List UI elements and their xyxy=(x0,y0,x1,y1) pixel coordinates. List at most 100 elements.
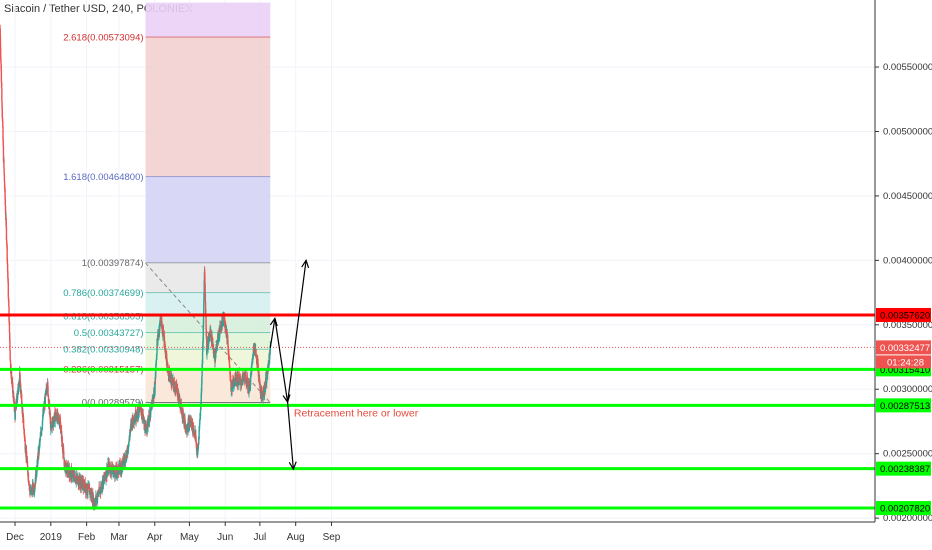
candle-body xyxy=(11,377,13,384)
candle-body xyxy=(0,28,1,38)
candle-body xyxy=(0,69,3,83)
candle-body xyxy=(257,365,259,371)
time-tick-label: Mar xyxy=(110,532,128,543)
candle-body xyxy=(195,443,198,451)
level-price-tag: 0.00207820 xyxy=(880,504,930,515)
candle-body xyxy=(259,384,262,394)
fib-zone xyxy=(145,2,271,38)
candle-body xyxy=(9,350,11,360)
projection-arrow-line xyxy=(269,318,276,349)
candle-body xyxy=(182,410,184,420)
candle-body xyxy=(41,427,43,432)
candle-body xyxy=(200,393,202,405)
candle-body xyxy=(39,436,41,441)
candle-body xyxy=(42,414,44,421)
candle-body xyxy=(1,87,3,102)
candle-body xyxy=(84,482,86,491)
projection-arrow-line xyxy=(287,260,307,403)
candle-body xyxy=(7,271,9,279)
countdown-tag-bg xyxy=(876,355,931,369)
candle-body xyxy=(204,293,207,302)
price-tick-label: 0.00450000 xyxy=(883,191,932,202)
candle-body xyxy=(198,429,200,440)
candle-body xyxy=(199,419,201,425)
time-axis-bg xyxy=(0,522,932,550)
candle-body xyxy=(206,349,208,355)
candle-body xyxy=(238,381,240,386)
candle-body xyxy=(8,321,11,333)
price-tick-label: 0.00200000 xyxy=(883,513,932,524)
candle-body xyxy=(23,433,26,438)
level-price-tag-bg xyxy=(876,501,931,516)
fib-zone xyxy=(145,37,271,177)
candle-body xyxy=(220,324,222,326)
candle-body xyxy=(215,352,217,358)
price-axis-bg xyxy=(875,0,932,550)
time-tick-label: Jun xyxy=(217,532,233,543)
time-tick-label: 2019 xyxy=(40,532,63,543)
candle-body xyxy=(224,323,227,331)
candle-body xyxy=(208,334,210,344)
fib-zone xyxy=(145,349,271,370)
arrow-head xyxy=(288,461,297,471)
time-tick-label: Apr xyxy=(147,532,163,543)
candle-body xyxy=(24,439,26,450)
candle-body xyxy=(44,393,46,405)
candle-body xyxy=(178,393,180,399)
fib-zone xyxy=(145,316,271,333)
candle-body xyxy=(1,101,3,110)
candle-body xyxy=(57,413,59,415)
candle-body xyxy=(3,168,5,174)
candle-body xyxy=(41,420,44,427)
price-tick-label: 0.00250000 xyxy=(883,449,932,460)
candle-body xyxy=(7,282,10,298)
candle-body xyxy=(128,441,130,447)
price-tick-label: 0.00550000 xyxy=(883,62,932,73)
candle-body xyxy=(6,263,9,272)
candle-body xyxy=(5,218,7,227)
candle-body xyxy=(63,457,65,461)
fib-zone xyxy=(145,292,271,317)
projection-arrow-line xyxy=(274,318,289,403)
arrow-head xyxy=(269,316,278,327)
level-price-tag-bg xyxy=(876,461,931,476)
fib-level-label: 2.618(0.00573094) xyxy=(63,32,143,43)
candle-body xyxy=(149,407,152,418)
candle-body xyxy=(211,336,213,346)
candle-body xyxy=(9,332,11,341)
time-tick-label: Aug xyxy=(287,532,305,543)
fib-zone xyxy=(145,176,271,264)
candle-body xyxy=(203,292,205,304)
level-price-tag: 0.00287513 xyxy=(880,401,930,412)
candle-body xyxy=(165,350,167,360)
candle-body xyxy=(133,419,136,423)
candle-body xyxy=(269,345,271,352)
candle-body xyxy=(0,58,2,64)
candle-body xyxy=(2,126,4,140)
candle-body xyxy=(201,351,204,365)
level-price-tag-bg xyxy=(876,307,931,322)
candle-body xyxy=(27,473,30,481)
candle-body xyxy=(0,48,2,59)
candle-body xyxy=(202,326,204,342)
fib-level-label: 0.618(0.00356505) xyxy=(63,311,143,322)
candle-body xyxy=(228,359,231,365)
candle-body xyxy=(2,145,5,162)
candle-body xyxy=(7,297,10,300)
candle-body xyxy=(5,226,8,241)
arrow-head xyxy=(282,394,291,404)
candle-body xyxy=(10,371,13,378)
level-price-tag: 0.00315410 xyxy=(880,365,930,376)
candle-body xyxy=(5,240,8,245)
candle-body xyxy=(94,501,96,507)
price-tick-label: 0.00300000 xyxy=(883,384,932,395)
candle-body xyxy=(199,409,202,417)
candle-body xyxy=(251,363,253,372)
candle-body xyxy=(249,375,252,386)
candle-body xyxy=(17,387,19,394)
candle-body xyxy=(245,379,247,384)
fib-level-label: 0.786(0.00374699) xyxy=(63,288,143,299)
price-tick-label: 0.00350000 xyxy=(883,320,932,331)
candle-body xyxy=(2,121,4,127)
